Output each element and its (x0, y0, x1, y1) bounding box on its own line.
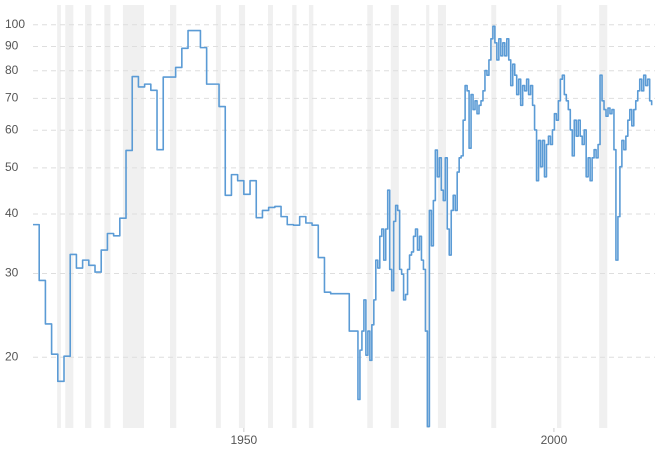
y-tick-label: 40 (5, 206, 19, 220)
recession-band (215, 5, 221, 428)
recession-band (367, 5, 373, 428)
recession-band (104, 5, 111, 428)
y-tick-label: 30 (5, 266, 19, 280)
recession-band (437, 5, 447, 428)
recession-band (65, 5, 74, 428)
y-tick-label: 80 (5, 63, 19, 77)
recession-band (426, 5, 430, 428)
y-tick-label: 60 (5, 122, 19, 136)
recession-band (308, 5, 314, 428)
recession-band (390, 5, 399, 428)
recession-band (238, 5, 246, 428)
y-tick-label: 100 (5, 17, 25, 31)
recession-band (85, 5, 92, 428)
y-tick-label: 20 (5, 349, 19, 363)
recession-band (491, 5, 497, 428)
recession-band (557, 5, 562, 428)
y-tick-label: 90 (5, 39, 19, 53)
y-tick-label: 70 (5, 91, 19, 105)
recession-band (268, 5, 273, 428)
x-tick-label: 2000 (541, 433, 568, 447)
recession-band (292, 5, 297, 428)
line (33, 25, 653, 428)
x-tick-label: 1950 (230, 433, 257, 447)
recession-band (57, 5, 61, 428)
recession-band (170, 5, 177, 428)
y-tick-label: 50 (5, 160, 19, 174)
recession-band (122, 5, 145, 428)
recession-band (599, 5, 608, 428)
